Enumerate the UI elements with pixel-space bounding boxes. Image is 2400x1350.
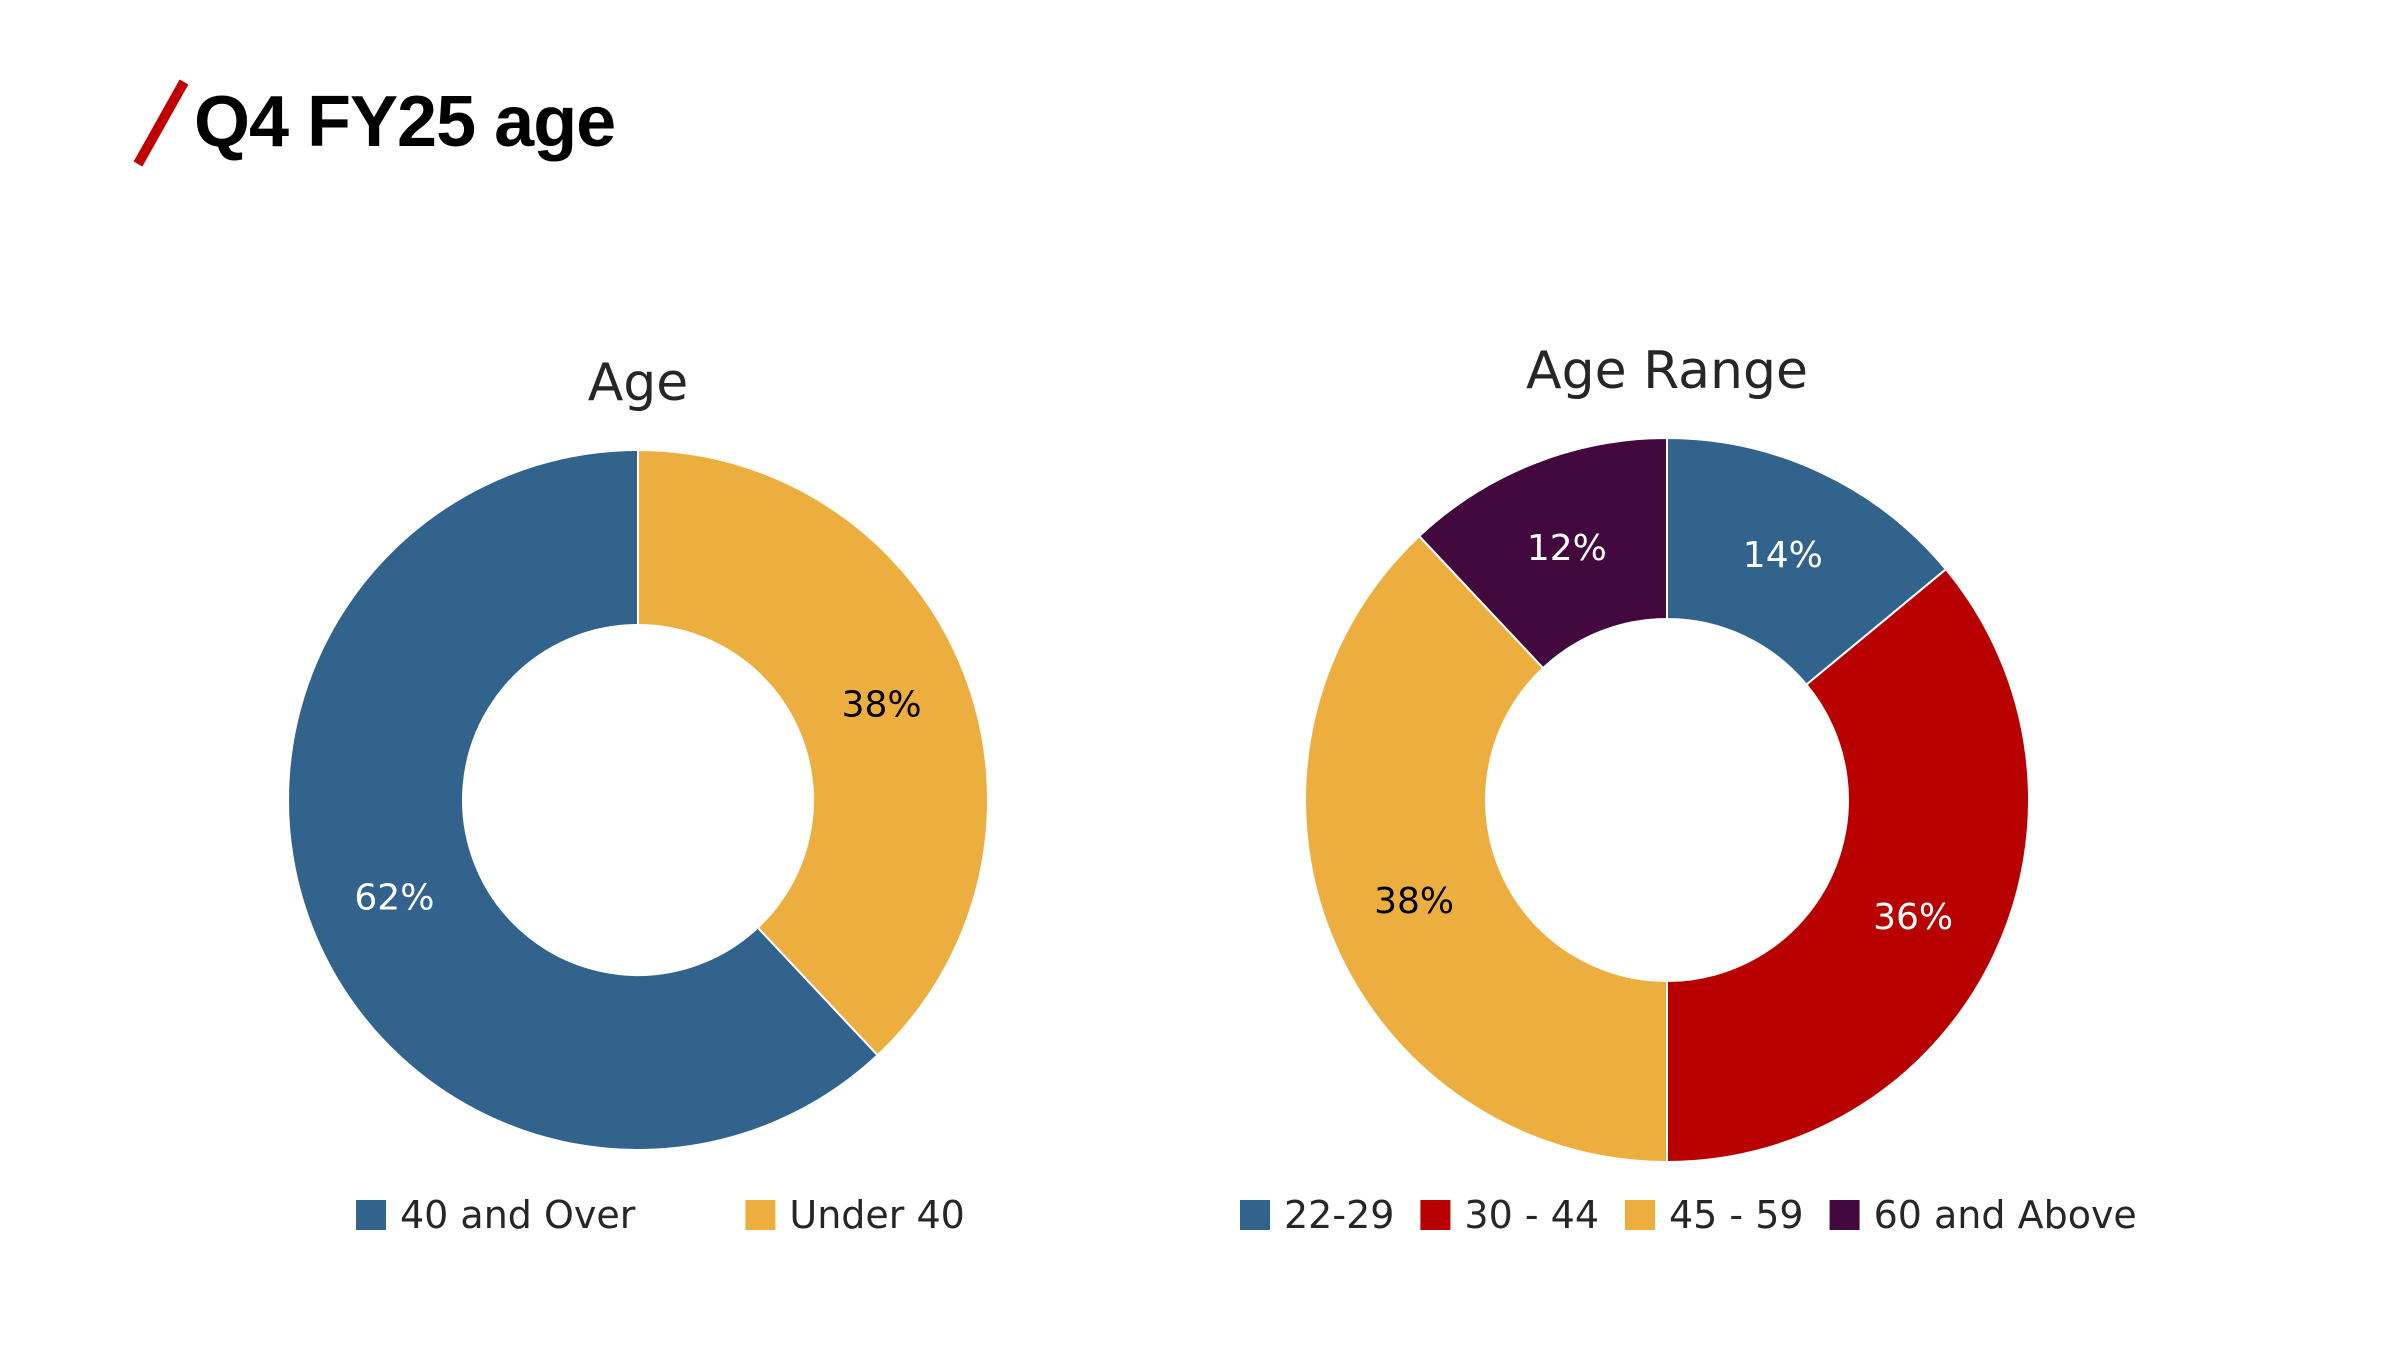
legend-label-60-and-above: 60 and Above [1874,1193,2137,1237]
chart-title: Age Range [1526,341,1808,401]
legend-label-under-40: Under 40 [789,1193,964,1237]
slice-label-60-and-above: 12% [1527,528,1607,569]
donut-slice-under-40 [637,448,989,1057]
donut-slice-22-29 [1666,436,1948,687]
slice-label-under-40: 38% [842,685,922,726]
legend-swatch-under-40 [745,1200,776,1230]
legend-label-45-59: 45 - 59 [1669,1193,1804,1237]
slide-header: Q4 FY25 age [132,72,616,172]
chart-legend: 22-29 30 - 44 45 - 59 60 and Above [1240,1193,2137,1237]
slice-label-45-59: 38% [1374,881,1454,922]
legend-swatch-45-59 [1625,1200,1655,1230]
chart-title: Age [588,353,689,413]
age-range-donut-chart: Age Range 14% 36% 38% 12% 22-29 30 - 44 45 - 59… [1240,341,2137,1237]
donut-slice-60-and-above [1417,436,1668,670]
donut-slice-30-44 [1666,567,2030,1164]
slice-label-22-29: 14% [1743,535,1823,576]
age-donut-chart: Age 62% 38% 40 and Over Under 40 [287,353,989,1237]
legend-swatch-22-29 [1240,1200,1270,1230]
slash-accent-icon [133,79,189,167]
chart-legend: 40 and Over Under 40 [356,1193,965,1237]
legend-swatch-30-44 [1420,1200,1451,1230]
slide-title: Q4 FY25 age [194,82,616,162]
legend-label-40-and-over: 40 and Over [400,1193,636,1237]
legend-swatch-60-and-above [1829,1200,1860,1230]
slice-label-30-44: 36% [1873,897,1953,938]
legend-label-22-29: 22-29 [1284,1193,1394,1237]
donut-slice-45-59 [1304,534,1668,1164]
slice-label-40-and-over: 62% [354,877,434,918]
legend-label-30-44: 30 - 44 [1464,1193,1599,1237]
donut-slice-40-and-over [287,448,880,1151]
legend-swatch-40-and-over [356,1200,386,1230]
